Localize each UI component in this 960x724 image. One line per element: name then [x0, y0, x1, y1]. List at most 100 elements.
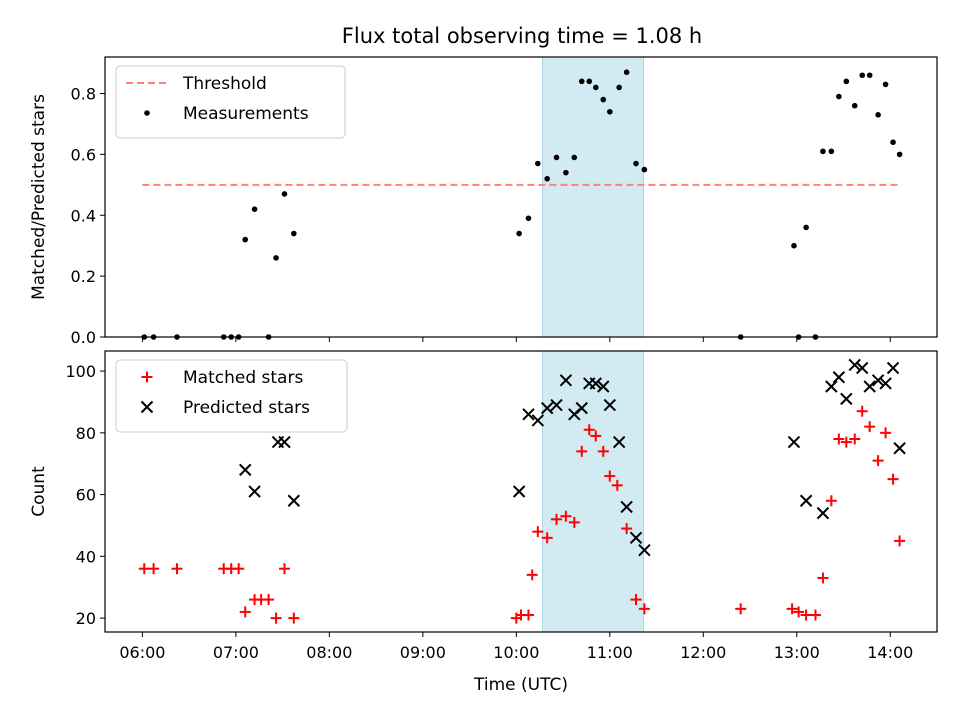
- matched-star-point: [894, 535, 906, 547]
- matched-star-point: [597, 445, 609, 457]
- count-panel: 20 40 60 80 100 06:00 07:00 08:00 09:00 10:00 11:0…: [29, 350, 938, 695]
- y-tick-label: 0.0: [71, 328, 96, 347]
- matched-star-point: [880, 427, 892, 439]
- y-axis-label: Count: [29, 466, 49, 517]
- predicted-star-point: [559, 374, 573, 387]
- matched-star-point: [887, 473, 899, 485]
- matched-star-point: [621, 523, 633, 535]
- x-axis-label: Time (UTC): [473, 675, 568, 695]
- measurement-point: [251, 206, 258, 212]
- legend-label: Predicted stars: [183, 398, 310, 418]
- measurement-point: [896, 151, 903, 158]
- matched-star-point: [148, 563, 160, 575]
- measurement-point: [563, 169, 569, 176]
- measurement-point: [882, 81, 889, 88]
- predicted-star-point: [871, 374, 885, 387]
- measurement-point: [291, 230, 297, 237]
- matched-star-point: [526, 569, 538, 581]
- y-tick-label: 80: [76, 424, 96, 443]
- predicted-star-point: [540, 401, 554, 415]
- matched-star-point: [786, 603, 798, 615]
- measurement-point: [859, 72, 866, 79]
- x-tick-label: 12:00: [680, 643, 726, 662]
- predicted-star-point: [825, 380, 838, 393]
- y-tick-label: 0.4: [71, 206, 96, 225]
- measurement-point: [866, 72, 873, 79]
- legend-matched-swatch: [141, 371, 153, 383]
- chart-title: Flux total observing time = 1.08 h: [342, 24, 702, 48]
- measurement-point: [633, 160, 639, 167]
- measurement-point: [600, 96, 607, 103]
- predicted-star-point: [863, 380, 876, 393]
- measurement-point: [836, 93, 842, 100]
- predicted-star-point: [597, 380, 610, 393]
- predicted-star-point: [893, 442, 906, 455]
- measurement-point: [843, 78, 850, 85]
- predicted-star-point: [239, 463, 252, 477]
- legend-label: Matched stars: [183, 368, 303, 388]
- x-tick-label: 13:00: [774, 643, 820, 662]
- measurement-point: [791, 242, 797, 249]
- x-tick-label: 14:00: [867, 643, 913, 662]
- measurement-point: [851, 102, 858, 109]
- predicted-star-point: [278, 435, 291, 449]
- predicted-star-point: [799, 494, 813, 507]
- predicted-star-point: [620, 500, 633, 514]
- predicted-star-point: [287, 494, 301, 507]
- legend: Threshold Measurements: [115, 65, 346, 139]
- matched-star-point: [856, 405, 868, 417]
- measurement-point: [586, 78, 593, 85]
- matched-star-point: [239, 606, 251, 618]
- matched-star-point: [840, 436, 852, 448]
- matched-star-point: [270, 612, 282, 624]
- matched-star-point: [541, 532, 553, 544]
- y-tick-label: 40: [76, 547, 96, 566]
- matched-star-point: [522, 609, 534, 621]
- y-tick-label: 0.2: [71, 267, 96, 286]
- observing-window: [542, 56, 644, 338]
- y-tick-label: 100: [65, 362, 96, 381]
- matched-star-point: [551, 513, 563, 525]
- predicted-star-point: [879, 377, 892, 390]
- y-axis-label: Matched/Predicted stars: [29, 94, 49, 300]
- matched-star-point: [630, 594, 642, 606]
- measurement-point: [578, 78, 585, 85]
- matched-star-point: [638, 603, 650, 615]
- measurement-point: [571, 154, 578, 161]
- predicted-star-point: [816, 506, 830, 520]
- matched-star-point: [138, 563, 150, 575]
- matched-star-point: [800, 609, 812, 621]
- matched-star-point: [817, 572, 829, 584]
- predicted-star-point: [832, 371, 846, 384]
- legend-label: Measurements: [183, 104, 309, 124]
- measurement-point: [623, 69, 630, 76]
- observing-window: [542, 350, 644, 633]
- x-tick-label: 08:00: [306, 643, 352, 662]
- matched-star-point: [864, 421, 876, 433]
- matched-star-point: [288, 612, 300, 624]
- legend-predicted-swatch: [140, 400, 154, 414]
- predicted-star-point: [629, 531, 643, 545]
- predicted-star-point: [531, 414, 545, 427]
- measurement-point: [544, 175, 550, 182]
- matched-star-point: [171, 563, 183, 575]
- matched-star-point: [793, 606, 805, 618]
- matched-star-point: [278, 563, 290, 575]
- measurement-point: [890, 139, 896, 146]
- predicted-star-point: [638, 543, 651, 557]
- matched-star-point: [576, 445, 588, 457]
- predicted-star-point: [840, 392, 853, 406]
- x-tick-label: 09:00: [400, 643, 446, 662]
- predicted-star-point: [886, 361, 900, 375]
- measurement-point: [592, 84, 599, 91]
- matched-star-point: [568, 516, 580, 528]
- measurement-point: [242, 236, 249, 243]
- matched-star-point: [263, 594, 275, 606]
- legend-box: [115, 65, 346, 139]
- matched-star-point: [735, 603, 747, 615]
- predicted-star-point: [248, 485, 261, 498]
- x-tick-label: 10:00: [493, 643, 539, 662]
- x-tick-label: 11:00: [587, 643, 633, 662]
- predicted-star-point: [512, 485, 526, 498]
- predicted-star-point: [856, 361, 869, 375]
